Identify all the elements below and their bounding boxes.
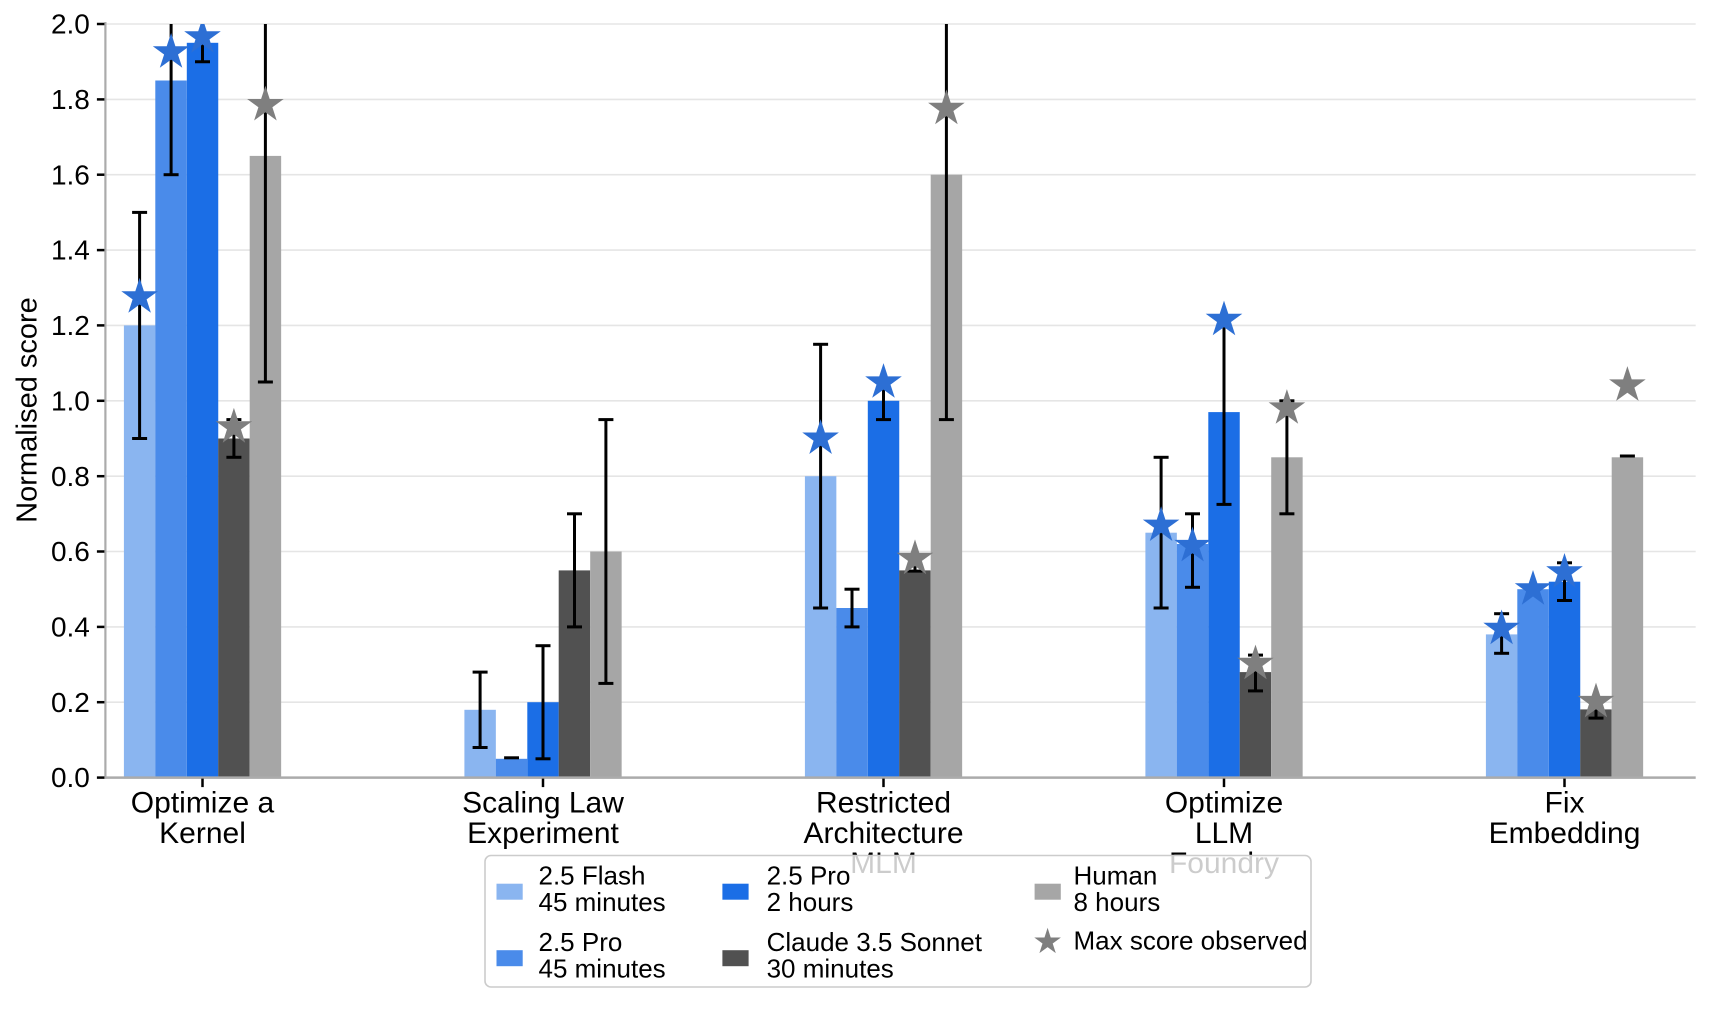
svg-text:Kernel: Kernel [159,817,246,850]
svg-text:0.0: 0.0 [51,762,90,793]
svg-text:0.4: 0.4 [51,612,90,643]
svg-text:0.8: 0.8 [51,461,90,492]
svg-text:Max score observed: Max score observed [1074,926,1308,956]
svg-text:30 minutes: 30 minutes [767,954,894,984]
svg-text:45 minutes: 45 minutes [539,954,666,984]
svg-text:Claude 3.5 Sonnet: Claude 3.5 Sonnet [767,927,983,957]
svg-text:45 minutes: 45 minutes [539,887,666,917]
svg-text:1.6: 1.6 [51,159,90,190]
svg-text:2.0: 2.0 [51,9,90,40]
svg-text:Normalised score: Normalised score [12,297,44,523]
svg-text:Optimize: Optimize [1165,787,1283,820]
svg-text:1.8: 1.8 [51,84,90,115]
svg-text:2.5 Pro: 2.5 Pro [539,927,623,957]
svg-text:0.6: 0.6 [51,536,90,567]
svg-text:Architecture: Architecture [803,817,963,850]
svg-text:Optimize a: Optimize a [131,787,275,820]
svg-text:1.4: 1.4 [51,235,90,266]
svg-text:0.2: 0.2 [51,687,90,718]
svg-text:Human: Human [1074,861,1158,891]
svg-text:2.5 Pro: 2.5 Pro [767,861,851,891]
svg-text:Scaling Law: Scaling Law [462,787,624,820]
svg-text:LLM: LLM [1195,817,1253,850]
svg-text:Fix: Fix [1545,787,1585,820]
svg-text:1.0: 1.0 [51,385,90,416]
svg-text:Restricted: Restricted [816,787,951,820]
svg-text:Embedding: Embedding [1489,817,1641,850]
svg-text:1.2: 1.2 [51,310,90,341]
svg-text:2.5 Flash: 2.5 Flash [539,861,646,891]
svg-text:Experiment: Experiment [467,817,619,850]
svg-text:2 hours: 2 hours [767,887,854,917]
svg-text:8 hours: 8 hours [1074,887,1161,917]
